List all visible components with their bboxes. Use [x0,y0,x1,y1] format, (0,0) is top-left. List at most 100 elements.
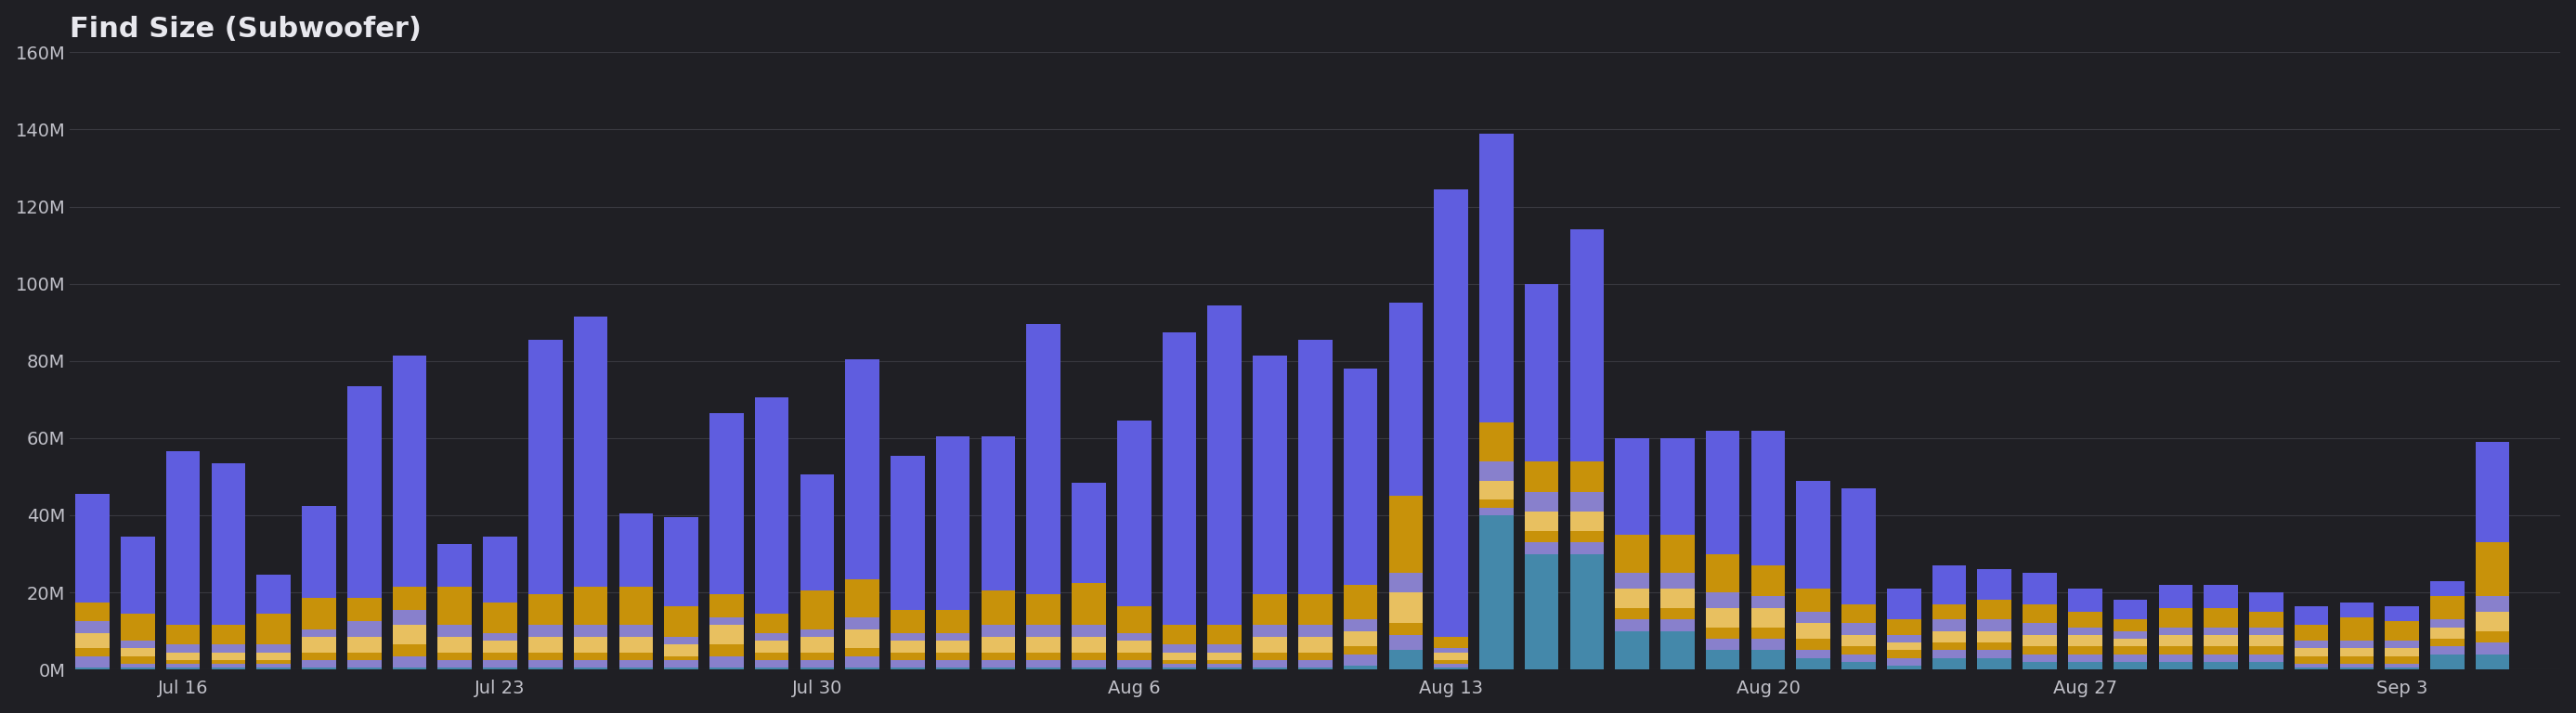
Bar [484,660,518,667]
Bar [755,652,788,660]
Bar [2476,442,2509,543]
Bar [1388,303,1422,496]
Bar [528,667,562,670]
Bar [1932,604,1965,620]
Bar [618,652,652,660]
Bar [258,575,291,614]
Bar [1842,647,1875,654]
Bar [1345,585,1378,620]
Bar [258,660,291,664]
Bar [708,413,744,595]
Bar [1252,625,1288,637]
Bar [891,652,925,660]
Bar [2112,647,2148,654]
Bar [1479,423,1512,461]
Bar [75,494,111,602]
Bar [2112,662,2148,670]
Bar [121,664,155,667]
Bar [301,598,335,629]
Bar [891,667,925,670]
Bar [2429,647,2465,654]
Bar [392,656,428,667]
Bar [348,660,381,667]
Bar [528,637,562,652]
Bar [258,664,291,667]
Bar [438,637,471,652]
Bar [935,641,971,652]
Bar [755,641,788,652]
Bar [211,652,245,660]
Bar [75,621,111,633]
Bar [2339,664,2372,667]
Bar [981,625,1015,637]
Bar [981,667,1015,670]
Bar [845,629,878,648]
Bar [891,633,925,641]
Bar [1298,667,1332,670]
Bar [392,355,428,587]
Bar [1795,588,1832,612]
Bar [1569,543,1605,554]
Bar [708,656,744,667]
Bar [2069,662,2102,670]
Bar [1932,631,1965,642]
Bar [1435,664,1468,667]
Bar [1208,660,1242,664]
Bar [1162,625,1195,645]
Bar [2022,647,2056,654]
Bar [1569,511,1605,530]
Bar [2476,631,2509,642]
Bar [665,645,698,656]
Bar [1252,355,1288,595]
Bar [1662,620,1695,631]
Bar [2476,596,2509,612]
Bar [981,660,1015,667]
Bar [2295,667,2329,670]
Bar [1388,650,1422,670]
Bar [574,660,608,667]
Bar [484,641,518,652]
Bar [1569,461,1605,492]
Bar [755,660,788,667]
Bar [2476,642,2509,654]
Bar [258,614,291,645]
Bar [1025,660,1061,667]
Bar [348,386,381,598]
Bar [2069,635,2102,647]
Bar [2205,662,2239,670]
Bar [1072,625,1105,637]
Bar [1752,627,1785,639]
Bar [1072,667,1105,670]
Bar [1978,642,2012,650]
Bar [1345,666,1378,670]
Bar [845,656,878,667]
Bar [2295,656,2329,664]
Bar [2339,641,2372,648]
Bar [1842,654,1875,662]
Bar [1662,535,1695,573]
Bar [1888,666,1922,670]
Bar [1888,620,1922,635]
Bar [348,598,381,621]
Bar [392,667,428,670]
Bar [1388,496,1422,573]
Bar [1569,554,1605,670]
Bar [1842,604,1875,623]
Bar [121,667,155,670]
Bar [1388,635,1422,650]
Bar [1252,595,1288,625]
Bar [2339,667,2372,670]
Bar [665,660,698,667]
Bar [1025,625,1061,637]
Bar [2249,654,2282,662]
Bar [1118,606,1151,633]
Bar [1705,593,1739,608]
Bar [528,652,562,660]
Bar [1025,652,1061,660]
Bar [75,656,111,667]
Bar [528,339,562,595]
Bar [1888,588,1922,620]
Bar [75,602,111,621]
Bar [2022,654,2056,662]
Bar [1162,667,1195,670]
